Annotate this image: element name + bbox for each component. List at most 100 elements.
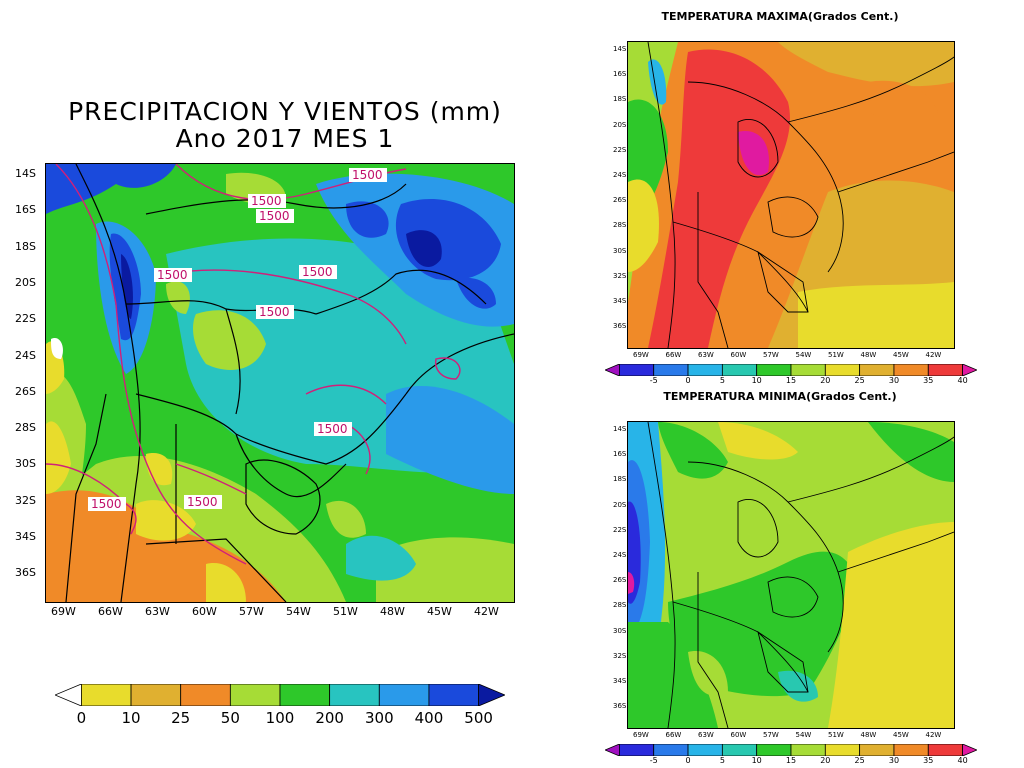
colorbar-lower-arrow <box>605 744 620 756</box>
x-tick-label: 54W <box>795 351 812 359</box>
y-tick-label: 28S <box>15 421 36 435</box>
x-tick-label: 48W <box>860 731 877 739</box>
colorbar-label: 25 <box>854 376 865 385</box>
colorbar-segment <box>824 744 861 756</box>
y-tick-label: 34S <box>15 530 36 543</box>
colorbar-label: 30 <box>888 756 900 765</box>
colorbar-segment <box>790 744 826 756</box>
colorbar-segment <box>927 744 963 756</box>
y-tick-label: 22S <box>613 145 627 154</box>
colorbar-segment <box>927 364 963 376</box>
colorbar-segment <box>653 744 689 756</box>
colorbar-lower-arrow <box>605 364 620 376</box>
colorbar-lower-arrow <box>55 684 82 706</box>
x-tick-label: 66W <box>665 731 682 739</box>
contour-label: 1500 <box>157 268 188 282</box>
y-tick-label: 36S <box>613 702 627 711</box>
tmax-colorbar <box>605 364 977 376</box>
colorbar-label: 0 <box>76 709 87 727</box>
precip-map: 1500 1500 1500 1500 1500 1500 1500 1500 … <box>45 163 515 603</box>
colorbar-label: 25 <box>171 709 191 727</box>
y-tick-label: 18S <box>15 239 36 253</box>
y-tick-label: 18S <box>613 475 627 484</box>
colorbar-label: -5 <box>649 376 658 385</box>
colorbar-segment <box>687 364 723 376</box>
x-tick-label: 51W <box>828 731 844 739</box>
colorbar-label: 30 <box>888 376 900 385</box>
precip-map-title: PRECIPITACION Y VIENTOS (mm) Ano 2017 ME… <box>68 97 502 153</box>
colorbar-label: 300 <box>364 709 394 727</box>
y-tick-label: 30S <box>15 457 36 471</box>
y-tick-label: 20S <box>613 120 627 129</box>
y-tick-label: 26S <box>613 576 627 585</box>
x-tick-label: 60W <box>192 605 217 618</box>
colorbar-label: 35 <box>923 756 934 765</box>
x-tick-label: 45W <box>893 731 909 739</box>
x-tick-label: 63W <box>698 351 714 359</box>
colorbar-segment <box>653 364 689 376</box>
colorbar-segment <box>428 684 480 706</box>
colorbar-label: 35 <box>923 376 934 385</box>
y-tick-label: 16S <box>613 70 627 79</box>
colorbar-segment <box>618 744 655 756</box>
y-tick-label: 32S <box>15 493 36 507</box>
x-tick-label: 51W <box>828 351 844 359</box>
colorbar-upper-arrow <box>478 684 505 706</box>
x-tick-label: 48W <box>380 605 405 618</box>
x-tick-label: 60W <box>730 731 747 739</box>
y-tick-label: 30S <box>613 626 627 635</box>
colorbar-label: 10 <box>121 709 141 727</box>
x-tick-label: 54W <box>795 731 812 739</box>
y-tick-label: 22S <box>613 525 627 534</box>
x-tick-label: 60W <box>730 351 747 359</box>
y-tick-label: 36S <box>613 322 627 331</box>
x-tick-label: 42W <box>925 351 942 359</box>
colorbar-label: -5 <box>649 756 658 765</box>
colorbar-segment <box>859 744 895 756</box>
colorbar-segment <box>180 684 231 706</box>
colorbar-segment <box>859 364 895 376</box>
contour-label: 1500 <box>187 495 218 509</box>
colorbar-upper-arrow <box>962 744 977 756</box>
x-tick-label: 63W <box>145 605 170 618</box>
colorbar-label: 10 <box>751 756 762 765</box>
y-tick-label: 24S <box>15 348 36 362</box>
x-tick-label: 57W <box>239 605 264 618</box>
colorbar-segment <box>893 744 929 756</box>
y-tick-label: 24S <box>613 551 627 559</box>
colorbar-label: 15 <box>785 376 797 385</box>
colorbar-segment <box>721 744 758 756</box>
colorbar-segment <box>824 364 861 376</box>
y-tick-label: 30S <box>613 246 627 255</box>
y-tick-label: 22S <box>15 312 36 326</box>
tmin-map <box>627 421 955 729</box>
y-tick-label: 14S <box>613 45 627 53</box>
colorbar-label: 5 <box>719 756 725 765</box>
colorbar-label: 20 <box>820 376 831 385</box>
y-tick-label: 34S <box>613 297 627 305</box>
x-tick-label: 69W <box>633 351 649 359</box>
contour-label: 1500 <box>352 168 383 182</box>
colorbar-segment <box>279 684 331 706</box>
contour-label: 1500 <box>259 305 290 319</box>
contour-label: 1500 <box>302 265 333 279</box>
y-tick-label: 16S <box>613 450 627 459</box>
y-tick-label: 18S <box>613 95 627 104</box>
y-tick-label: 28S <box>613 221 627 230</box>
y-tick-label: 14S <box>613 425 627 433</box>
x-tick-label: 63W <box>698 731 714 739</box>
colorbar-segment <box>80 684 132 706</box>
y-tick-label: 20S <box>613 500 627 509</box>
colorbar-label: 20 <box>820 756 831 765</box>
tmax-map <box>627 41 955 349</box>
contour-label: 1500 <box>259 209 290 223</box>
x-tick-label: 69W <box>51 605 76 618</box>
tmax-map-title: TEMPERATURA MAXIMA(Grados Cent.) <box>661 10 899 23</box>
x-tick-label: 66W <box>98 605 123 618</box>
x-tick-label: 66W <box>665 351 682 359</box>
colorbar-label: 200 <box>315 709 344 727</box>
colorbar-label: 25 <box>854 756 865 765</box>
y-tick-label: 36S <box>15 566 36 580</box>
contour-label: 1500 <box>317 422 348 436</box>
colorbar-label: 500 <box>464 709 493 727</box>
